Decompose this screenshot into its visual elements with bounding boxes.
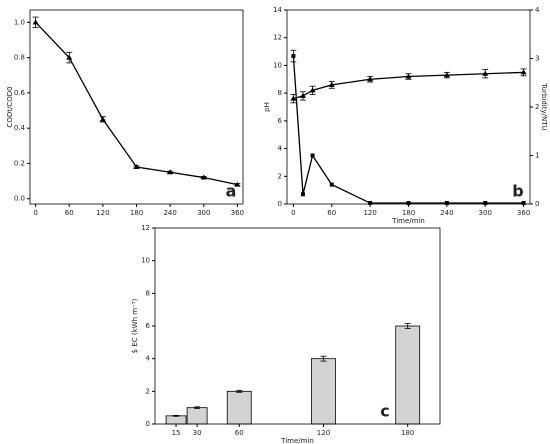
y-tick-label: 8 (278, 89, 282, 97)
x-tick-label: 0 (291, 209, 295, 217)
y-tick-label: 12 (273, 34, 282, 42)
x-tick-label: 60 (327, 209, 336, 217)
y-tick-label: 0.4 (14, 124, 26, 132)
marker (290, 95, 297, 101)
plot-frame (154, 227, 441, 425)
x-tick-label: 180 (401, 429, 414, 437)
y-tick-label: 4 (146, 355, 151, 363)
marker (66, 54, 73, 60)
plot-frame (29, 9, 244, 205)
y-tick-label: 2 (278, 172, 282, 180)
y-tick-label: 10 (141, 257, 150, 265)
y-tick-label: 1.0 (14, 18, 25, 26)
panel-label: c (380, 402, 389, 421)
y-tick-label: 8 (146, 289, 150, 297)
y-tick-label: 0.2 (14, 159, 25, 167)
plot-frame (286, 9, 531, 205)
y-tick-label: 6 (278, 117, 283, 125)
x-tick-label: 180 (402, 209, 415, 217)
series-line (35, 21, 238, 186)
y-axis-label: $ EC (kWh m⁻³) (131, 298, 139, 353)
y-tick-label: 0.6 (14, 89, 26, 97)
bar (186, 407, 208, 425)
y2-tick-label: 4 (535, 6, 540, 14)
x-axis-label: Time/min (280, 437, 314, 444)
marker (367, 76, 374, 82)
bar (165, 415, 187, 425)
x-tick-label: 360 (231, 209, 244, 217)
x-tick-label: 120 (96, 209, 109, 217)
error-bar (194, 406, 201, 409)
y-tick-label: 4 (278, 145, 283, 153)
y2-tick-label: 0 (535, 200, 539, 208)
marker (329, 182, 334, 187)
x-tick-label: 300 (197, 209, 210, 217)
marker (299, 92, 306, 98)
y-tick-label: 0.0 (14, 195, 25, 203)
error-bar (404, 323, 411, 329)
x-tick-label: 30 (193, 429, 202, 437)
marker (483, 201, 488, 206)
x-tick-label: 360 (517, 209, 530, 217)
x-tick-label: 120 (363, 209, 376, 217)
x-tick-label: 120 (317, 429, 330, 437)
marker (310, 153, 315, 158)
marker (291, 54, 296, 59)
y2-tick-label: 3 (535, 55, 539, 63)
bar (395, 325, 421, 425)
marker (406, 201, 411, 206)
marker (133, 163, 140, 169)
error-bar (320, 355, 327, 362)
y-tick-label: 10 (273, 61, 282, 69)
y-tick-label: 14 (273, 6, 282, 14)
error-bar (173, 414, 180, 417)
y2-axis-label: Turbidity/NTU (540, 82, 548, 130)
marker (443, 72, 450, 78)
marker (444, 201, 449, 206)
x-tick-label: 15 (172, 429, 181, 437)
y-axis-label: pH (263, 102, 271, 112)
marker (234, 181, 241, 187)
x-tick-label: 240 (163, 209, 176, 217)
marker (32, 19, 39, 25)
x-axis-label: Time/min (391, 217, 425, 225)
marker (167, 169, 174, 175)
x-tick-label: 240 (440, 209, 453, 217)
marker (300, 192, 305, 197)
marker (368, 201, 373, 206)
marker (309, 87, 316, 93)
y-tick-label: 0 (146, 420, 150, 428)
marker (200, 174, 207, 180)
y-tick-label: 12 (141, 224, 150, 232)
y-axis-label: CODt/COD0 (6, 86, 14, 127)
x-tick-label: 180 (130, 209, 143, 217)
x-tick-label: 300 (479, 209, 492, 217)
y-tick-label: 2 (146, 387, 150, 395)
y-tick-label: 0 (278, 200, 282, 208)
bar (226, 390, 252, 425)
panel-label: a (226, 182, 237, 201)
error-bar (236, 389, 243, 393)
marker (520, 69, 527, 75)
x-tick-label: 60 (65, 209, 74, 217)
x-tick-label: 60 (235, 429, 244, 437)
y-tick-label: 6 (146, 322, 151, 330)
marker (99, 116, 106, 122)
y-tick-label: 0.8 (14, 54, 25, 62)
marker (405, 73, 412, 79)
y2-tick-label: 2 (535, 103, 539, 111)
marker (328, 81, 335, 87)
marker (482, 70, 489, 76)
y2-tick-label: 1 (535, 152, 539, 160)
x-tick-label: 0 (33, 209, 37, 217)
panel-label: b (512, 182, 523, 201)
bar (311, 358, 336, 425)
marker (521, 201, 526, 206)
